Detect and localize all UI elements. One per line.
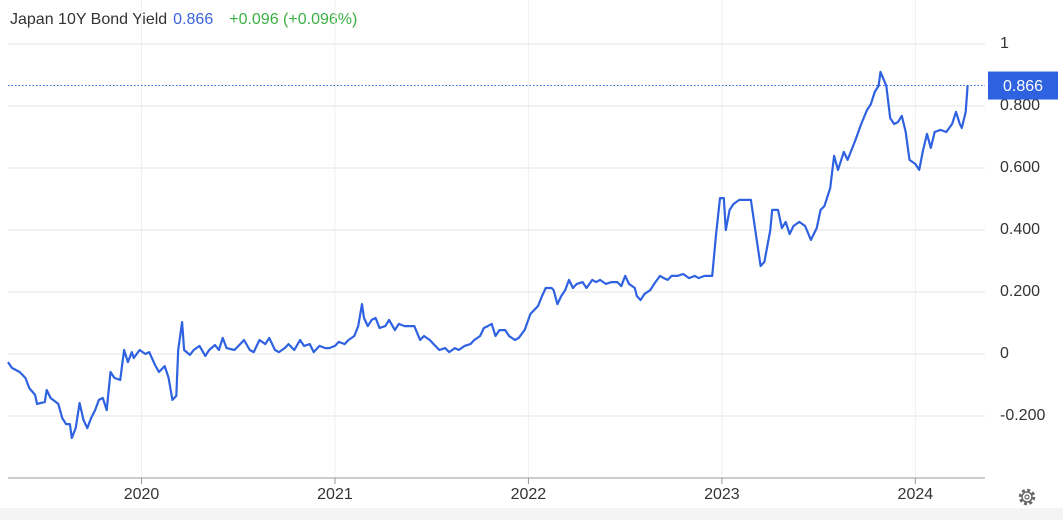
gear-teeth bbox=[1018, 488, 1036, 506]
gear-hub bbox=[1024, 494, 1030, 500]
y-tick-label: 0.200 bbox=[1000, 283, 1040, 300]
y-tick-label: 0.800 bbox=[1000, 97, 1040, 114]
y-tick-label: 0.400 bbox=[1000, 221, 1040, 238]
last-value: 0.866 bbox=[173, 11, 213, 28]
y-tick-label: 0.600 bbox=[1000, 159, 1040, 176]
x-tick-label: 2024 bbox=[898, 486, 934, 503]
gear-ring bbox=[1021, 491, 1033, 503]
y-tick-label: 0 bbox=[1000, 345, 1009, 362]
footer-bar bbox=[0, 508, 1063, 520]
x-tick-label: 2023 bbox=[704, 486, 740, 503]
last-value-label: 0.866 bbox=[1003, 78, 1043, 95]
x-tick-label: 2022 bbox=[511, 486, 547, 503]
change: +0.096 (+0.096%) bbox=[229, 11, 357, 28]
last-value-box bbox=[988, 71, 1058, 100]
x-tick-label: 2021 bbox=[317, 486, 353, 503]
title-text: Japan 10Y Bond Yield bbox=[10, 11, 167, 28]
y-tick-label: 1 bbox=[1000, 35, 1009, 52]
settings-icon[interactable] bbox=[1018, 488, 1036, 506]
chart-title: Japan 10Y Bond Yield 0.866 +0.096 (+0.096%… bbox=[10, 11, 357, 28]
x-tick-label: 2020 bbox=[124, 486, 160, 503]
y-tick-label: -0.200 bbox=[1000, 407, 1045, 424]
line bbox=[7, 70, 969, 440]
